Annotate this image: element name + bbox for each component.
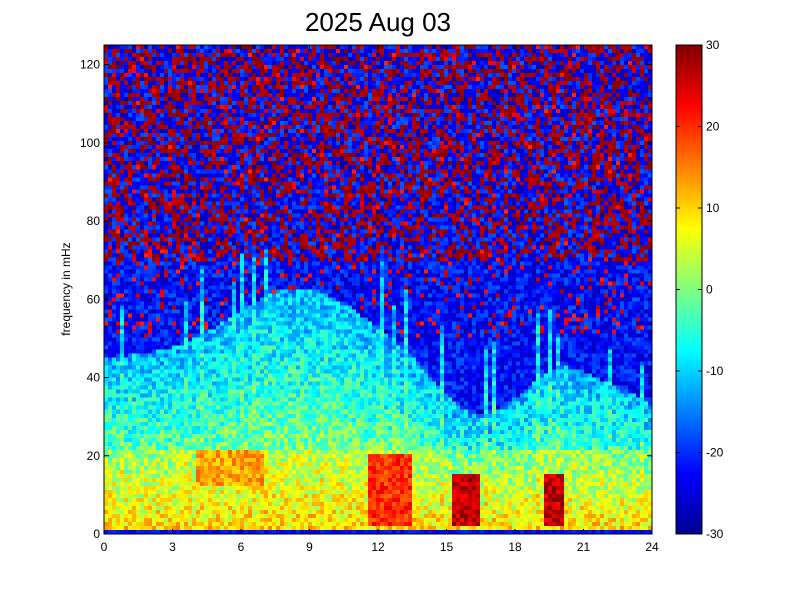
x-tick-label: 3	[169, 540, 176, 554]
x-tick-label: 24	[645, 540, 659, 554]
colorbar-axis: 30 20 10 0 -10 -20 -30	[676, 38, 724, 541]
x-tick-label: 9	[306, 540, 313, 554]
x-tick-label: 0	[101, 540, 108, 554]
colorbar-tick-label: 0	[706, 283, 713, 297]
colorbar-tick-label: -10	[706, 364, 724, 378]
x-tick-label: 21	[577, 540, 591, 554]
y-tick-label: 120	[80, 58, 100, 72]
x-tick-label: 18	[508, 540, 522, 554]
y-tick-label: 100	[80, 136, 100, 150]
y-tick-label: 0	[93, 527, 100, 541]
spectrogram-image	[104, 45, 652, 534]
colorbar-tick-label: 30	[706, 38, 720, 52]
colorbar-tick-label: -30	[706, 527, 724, 541]
y-tick-label: 20	[87, 449, 101, 463]
x-tick-label: 6	[238, 540, 245, 554]
colorbar-tick-label: 10	[706, 201, 720, 215]
y-axis-label: frequency in mHz	[59, 242, 73, 335]
y-tick-label: 40	[87, 371, 101, 385]
x-axis: 0 3 6 9 12 15 18 21 24	[101, 45, 659, 554]
spectrogram-heatmap	[104, 45, 652, 534]
colorbar	[675, 44, 703, 535]
x-tick-label: 15	[440, 540, 454, 554]
y-axis: 0 20 40 60 80 100 120	[80, 58, 652, 541]
y-tick-label: 60	[87, 292, 101, 306]
colorbar-tick-label: -20	[706, 446, 724, 460]
colorbar-tick-label: 20	[706, 120, 720, 134]
y-tick-label: 80	[87, 214, 101, 228]
x-tick-label: 12	[371, 540, 385, 554]
chart-title: 2025 Aug 03	[304, 7, 452, 37]
